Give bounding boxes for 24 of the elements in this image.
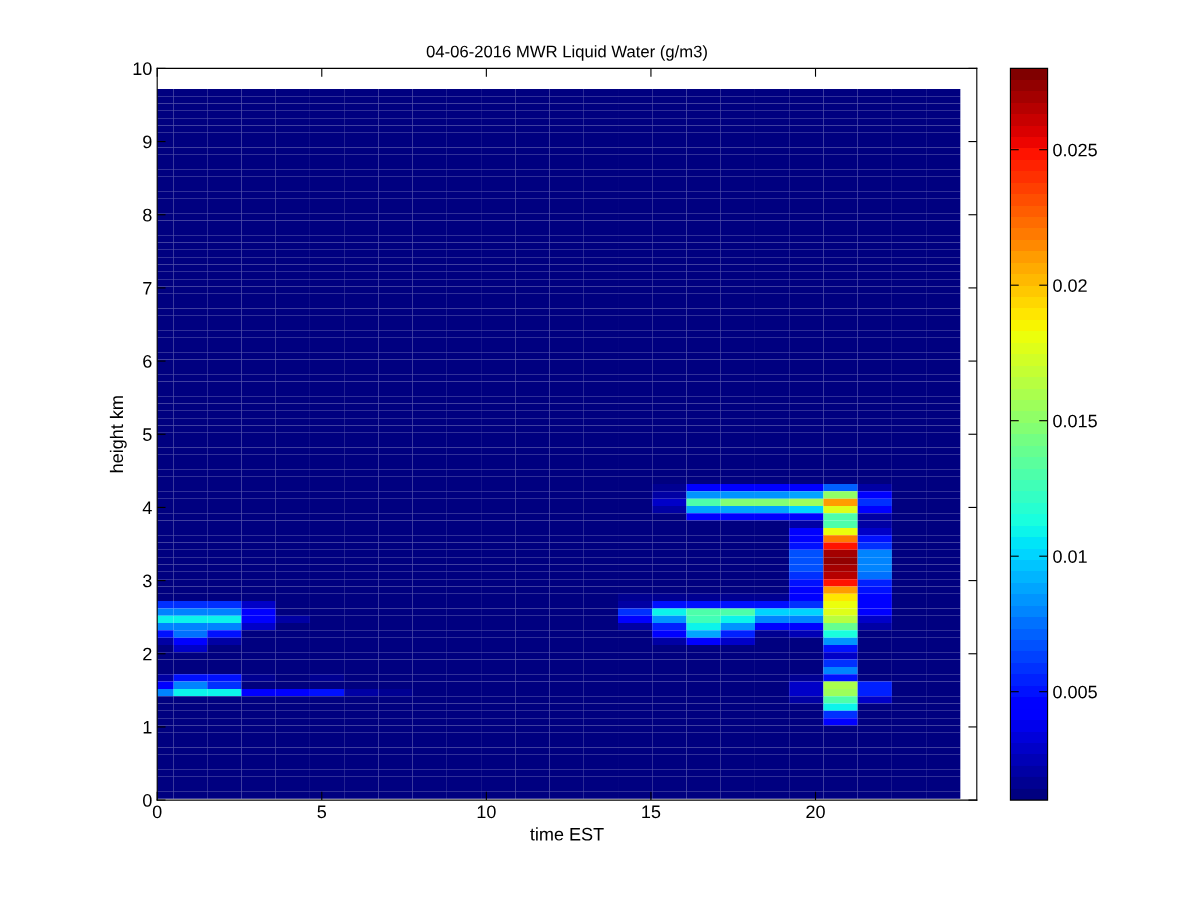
y-tick-label: 6 — [143, 355, 152, 368]
y-tick-label: 8 — [143, 208, 152, 222]
y-axis-title: height km — [109, 396, 127, 473]
y-tick-label: 3 — [142, 574, 152, 588]
y-tick-label: 1 — [143, 721, 152, 734]
y-tick-label: 10 — [133, 62, 152, 76]
y-tick-label: 5 — [143, 428, 152, 441]
y-tick-label: 2 — [143, 647, 152, 661]
color-bar-label: 0.01 — [1053, 550, 1087, 563]
x-axis-title: time EST — [530, 827, 604, 841]
color-bar-label: 0.005 — [1053, 685, 1097, 699]
chart-title: 04-06-2016 MWR Liquid Water (g/m3) — [426, 45, 707, 61]
x-tick-label: 5 — [317, 805, 327, 819]
y-tick-label: 7 — [143, 282, 152, 295]
x-tick-label: 0 — [152, 805, 162, 819]
color-bar-label: 0.015 — [1053, 414, 1097, 428]
y-tick-label: 9 — [143, 135, 152, 149]
color-bar-label: 0.02 — [1053, 279, 1087, 292]
color-bar-label: 0.025 — [1053, 143, 1097, 157]
x-tick-label: 20 — [806, 805, 825, 819]
y-tick-label: 4 — [142, 501, 152, 514]
x-tick-label: 10 — [477, 805, 496, 819]
x-tick-label: 15 — [642, 805, 661, 819]
y-tick-label: 0 — [143, 794, 152, 807]
